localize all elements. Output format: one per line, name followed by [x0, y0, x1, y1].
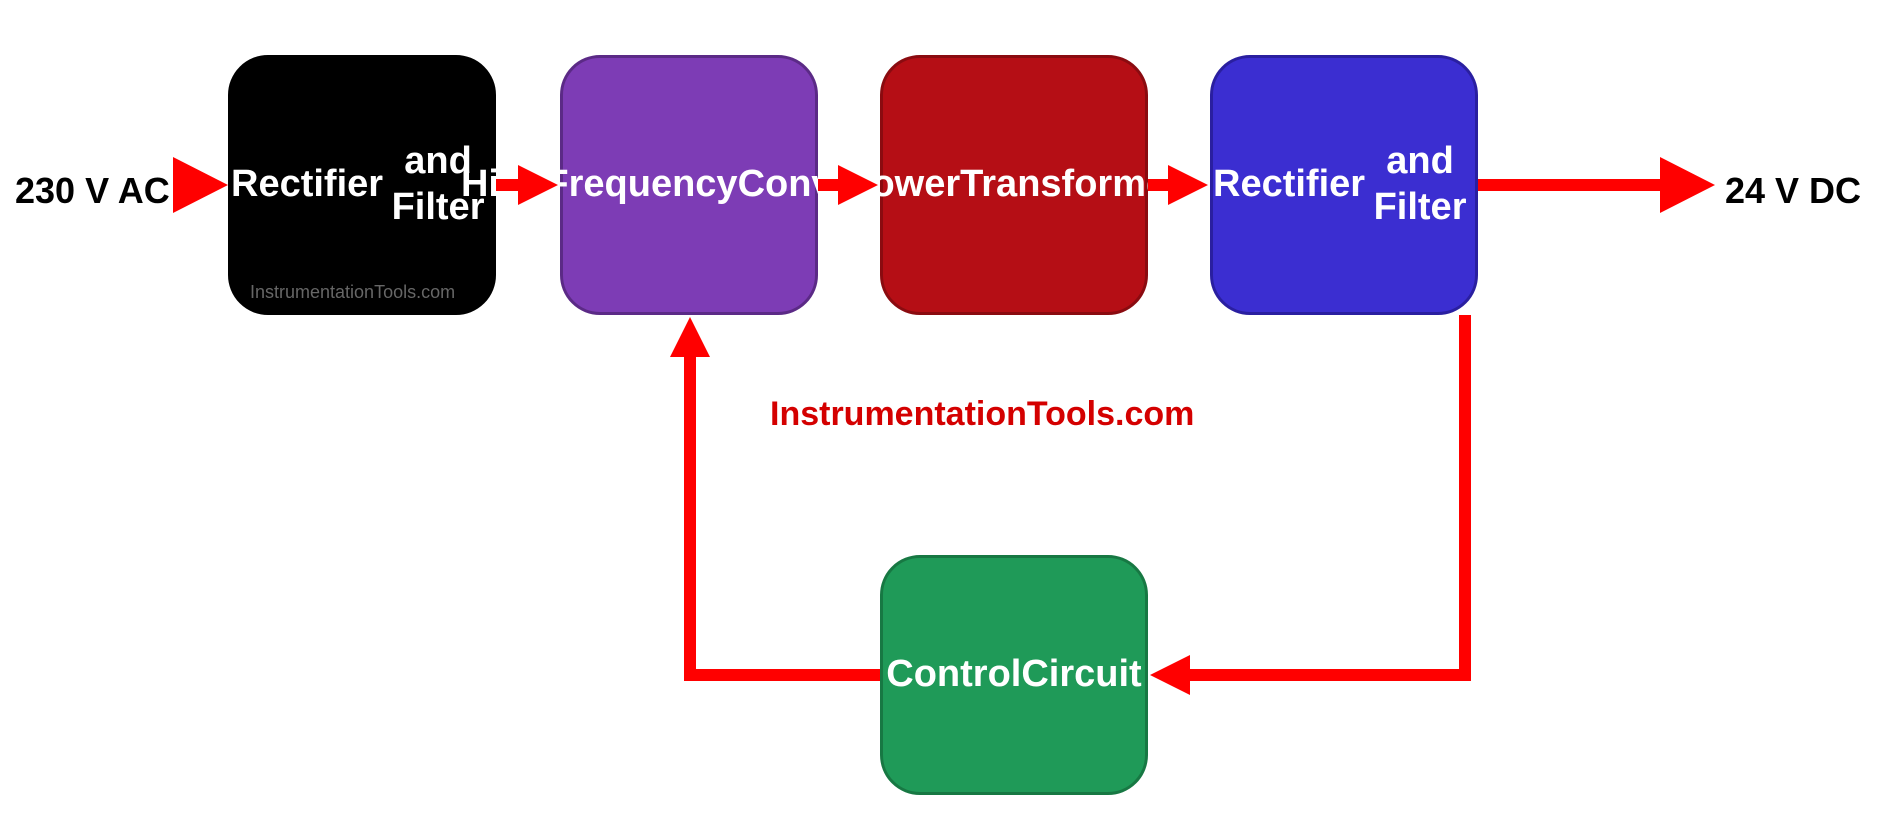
block-rectifier-filter-2: Rectifierand Filter [1210, 55, 1478, 315]
block-control-circuit: ControlCircuit [880, 555, 1148, 795]
input-label: 230 V AC [15, 170, 170, 212]
output-label: 24 V DC [1725, 170, 1861, 212]
block-power-transformer: PowerTransformer [880, 55, 1148, 315]
block-high-frequency-converter: HighFrequencyConverter [560, 55, 818, 315]
watermark-small: InstrumentationTools.com [250, 282, 455, 303]
block-rectifier-filter-1: Rectifierand Filter [228, 55, 496, 315]
watermark-main: InstrumentationTools.com [770, 395, 1194, 434]
